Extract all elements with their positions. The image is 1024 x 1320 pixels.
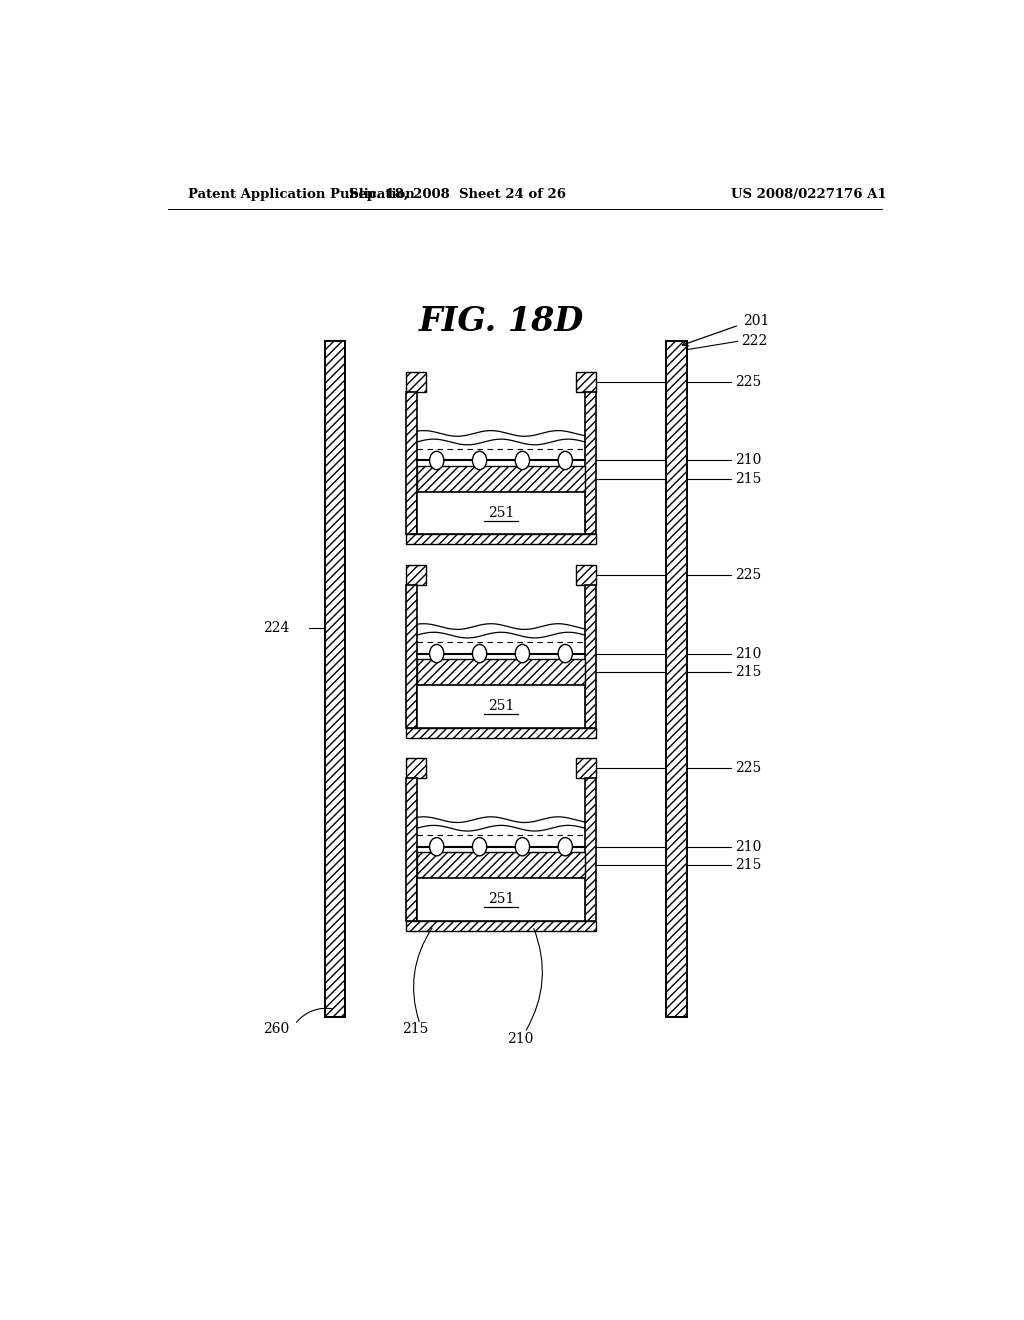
Circle shape [472, 451, 486, 470]
Bar [406, 585, 417, 727]
Bar [585, 585, 596, 727]
Text: 224: 224 [263, 622, 290, 635]
Text: 210: 210 [735, 840, 762, 854]
Text: 251: 251 [487, 700, 514, 713]
Bar [585, 779, 596, 921]
Bar [406, 372, 426, 392]
Bar [575, 565, 596, 585]
Text: 215: 215 [401, 1023, 428, 1036]
Bar [417, 685, 585, 727]
Circle shape [558, 644, 572, 663]
Text: 210: 210 [735, 647, 762, 660]
Circle shape [472, 644, 486, 663]
Text: 222: 222 [740, 334, 767, 348]
Circle shape [515, 838, 529, 855]
Text: 215: 215 [735, 665, 762, 678]
Text: 225: 225 [735, 568, 762, 582]
Bar [417, 878, 585, 921]
Bar [575, 372, 596, 392]
Text: FIG. 18D: FIG. 18D [419, 305, 584, 338]
Text: 210: 210 [735, 454, 762, 467]
Text: 251: 251 [487, 892, 514, 907]
Bar [666, 342, 687, 1018]
Bar [575, 758, 596, 779]
Circle shape [430, 644, 443, 663]
Circle shape [558, 838, 572, 855]
Circle shape [515, 644, 529, 663]
Text: 215: 215 [735, 858, 762, 873]
Circle shape [430, 451, 443, 470]
Bar [406, 565, 426, 585]
Bar [325, 342, 345, 1018]
Bar [417, 492, 585, 535]
Text: US 2008/0227176 A1: US 2008/0227176 A1 [731, 189, 887, 202]
Text: 225: 225 [735, 375, 762, 389]
Bar [417, 466, 585, 492]
Bar [406, 535, 596, 544]
Bar [417, 853, 585, 878]
Text: 210: 210 [507, 1032, 534, 1045]
Text: 225: 225 [735, 762, 762, 775]
Circle shape [558, 451, 572, 470]
Bar [406, 921, 596, 931]
Text: Patent Application Publication: Patent Application Publication [187, 189, 415, 202]
Bar [406, 758, 426, 779]
Bar [406, 392, 417, 535]
Text: 215: 215 [735, 473, 762, 486]
Text: 201: 201 [743, 314, 769, 329]
Text: 260: 260 [263, 1023, 289, 1036]
Bar [406, 727, 596, 738]
Circle shape [430, 838, 443, 855]
Bar [585, 392, 596, 535]
Circle shape [472, 838, 486, 855]
Text: Sep. 18, 2008  Sheet 24 of 26: Sep. 18, 2008 Sheet 24 of 26 [349, 189, 566, 202]
Bar [406, 779, 417, 921]
Circle shape [515, 451, 529, 470]
Bar [417, 659, 585, 685]
Text: 251: 251 [487, 506, 514, 520]
